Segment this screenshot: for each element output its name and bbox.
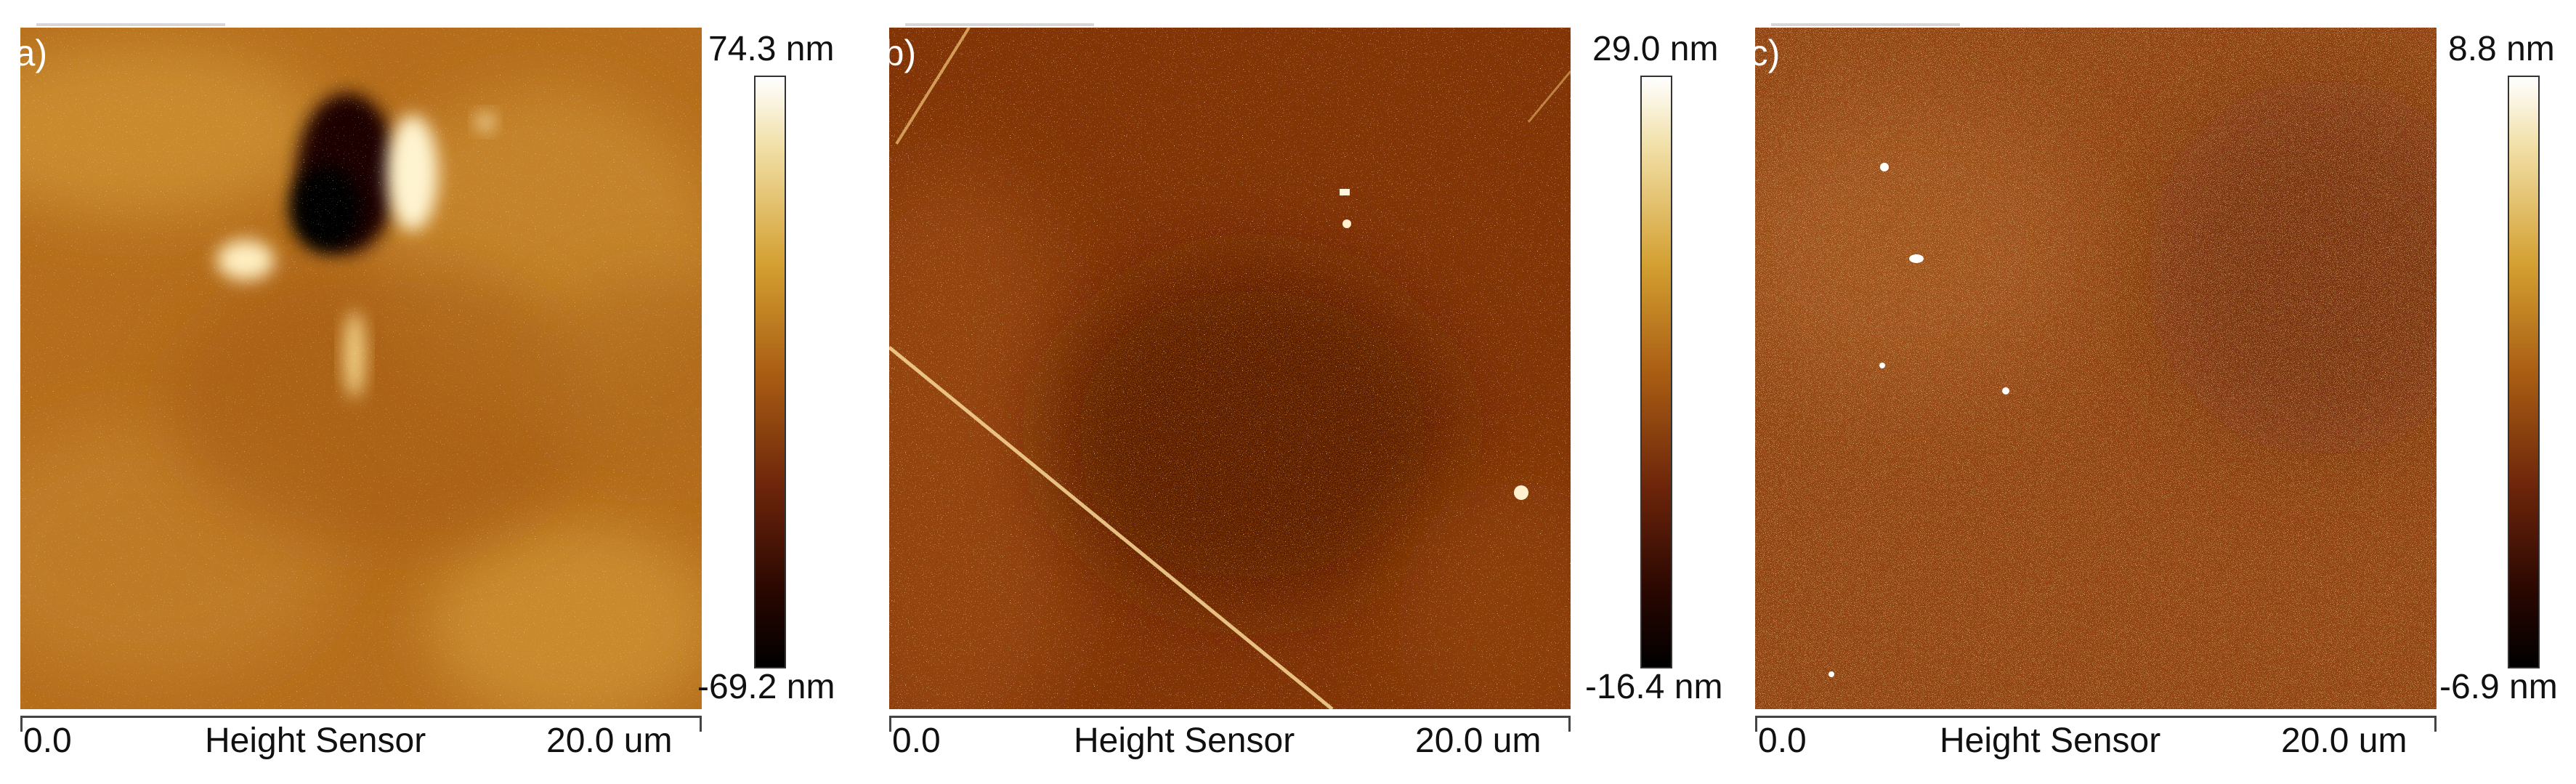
afm-height-image-a [20, 28, 702, 709]
axis-title: Height Sensor [1074, 722, 1295, 760]
afm-height-image-c [1755, 28, 2437, 709]
axis-start-label: 0.0 [1758, 722, 1807, 760]
afm-height-image-b [889, 28, 1571, 709]
x-axis-bracket [1755, 716, 2437, 732]
axis-start-label: 0.0 [892, 722, 941, 760]
axis-end-label: 20.0 um [1415, 722, 1542, 760]
axis-start-label: 0.0 [23, 722, 72, 760]
panel-top-line [36, 23, 225, 26]
height-color-bar [754, 76, 786, 668]
color-scale-min: -6.9 nm [2439, 668, 2558, 706]
panel-label: (b) [872, 33, 917, 73]
axis-end-label: 20.0 um [546, 722, 673, 760]
axis-title: Height Sensor [205, 722, 426, 760]
color-scale-max: 29.0 nm [1592, 30, 1719, 68]
axis-title: Height Sensor [1940, 722, 2161, 760]
color-scale-max: 74.3 nm [708, 30, 835, 68]
panel-label: (c) [1738, 33, 1781, 73]
x-axis-bracket [889, 716, 1571, 732]
panel-label: (a) [3, 33, 48, 73]
height-color-bar [1640, 76, 1672, 668]
color-scale-max: 8.8 nm [2448, 30, 2555, 68]
afm-panel-b: (b) 29.0 nm -16.4 nm 0.0 Height Sensor 2… [869, 0, 1728, 784]
x-axis-bracket [20, 716, 702, 732]
panel-top-line [905, 23, 1094, 26]
color-scale-min: -16.4 nm [1585, 668, 1723, 706]
afm-panel-c: (c) 8.8 nm -6.9 nm 0.0 Height Sensor 20.… [1735, 0, 2576, 784]
axis-end-label: 20.0 um [2281, 722, 2407, 760]
height-color-bar [2508, 76, 2540, 668]
color-scale-min: -69.2 nm [697, 668, 835, 706]
afm-panel-a: (a) 74.3 nm -69.2 nm 0.0 Height Sensor 2… [0, 0, 859, 784]
panel-top-line [1771, 23, 1960, 26]
